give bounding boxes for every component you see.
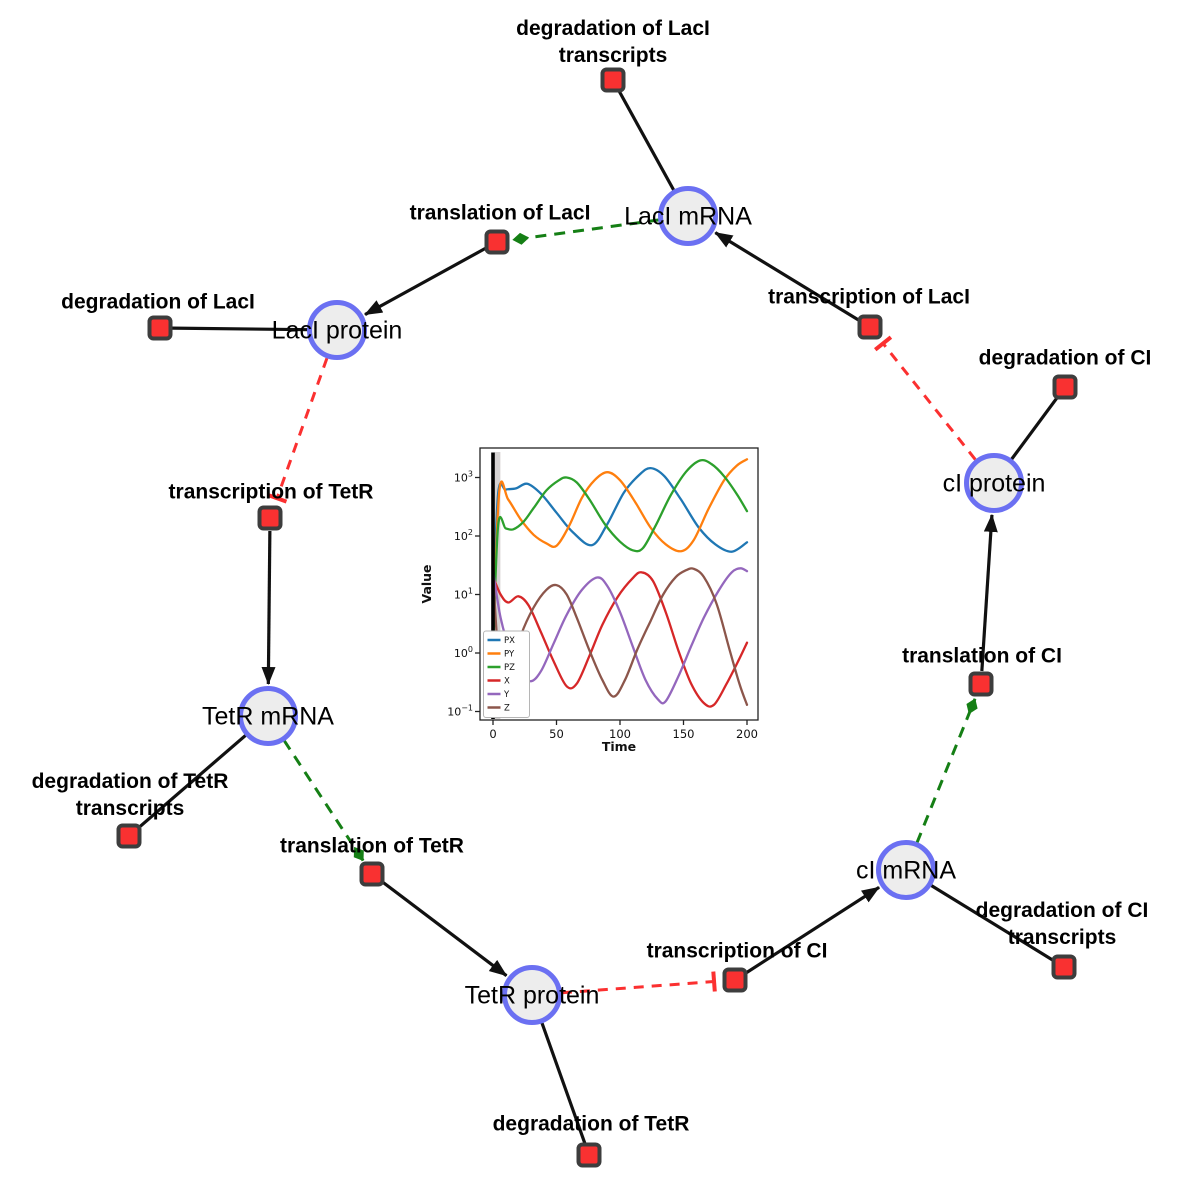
edge-deg-laci-transcripts--laci-mrna <box>617 89 676 193</box>
chart-frame <box>479 447 759 721</box>
reaction-label-line: degradation of TetR <box>492 1112 690 1136</box>
reaction-label-deg-laci-transcripts: degradation of LacI transcripts <box>516 15 710 69</box>
reaction-label-deg-tetr: degradation of TetR <box>493 1111 690 1138</box>
reaction-node-deg-laci-transcripts[interactable] <box>600 67 626 93</box>
edge-tetr-mrna--deg-tetr-transcripts <box>137 733 248 830</box>
reaction-label-deg-tetr-transcripts: degradation of TetR transcripts <box>32 768 229 822</box>
series-X <box>491 571 749 708</box>
reaction-label-line: translation of TetR <box>280 834 464 858</box>
edge-laci-protein--deg-laci <box>171 326 310 332</box>
reaction-node-deg-laci[interactable] <box>147 315 173 341</box>
species-node-ci-mrna[interactable] <box>876 840 936 900</box>
reaction-label-line: degradation of LacI <box>516 17 710 40</box>
series-PY <box>491 458 749 637</box>
y-tick-label-1e2: 102 <box>454 528 473 543</box>
y-tick-label-1e-1: 10−1 <box>447 704 473 719</box>
reaction-label-translation-ci: translation of CI <box>902 643 1062 670</box>
edge-ci-mrna--deg-ci-transcripts <box>929 883 1055 963</box>
edge-ci-mrna--translation-ci <box>915 698 978 844</box>
edge-translation-laci--laci-protein <box>364 246 487 316</box>
edge-translation-ci--ci-protein <box>980 513 998 672</box>
reaction-node-transcription-laci[interactable] <box>857 314 883 340</box>
edge-laci-mrna--translation-laci <box>512 218 660 245</box>
reaction-label-line: translation of LacI <box>409 201 591 225</box>
series-PX <box>491 466 749 619</box>
x-tick-label-0: 0 <box>489 727 496 741</box>
reaction-label-line: transcripts <box>558 44 668 67</box>
reaction-label-line: transcription of LacI <box>768 285 970 309</box>
reaction-label-line: translation of CI <box>902 644 1062 668</box>
species-label-ci-mrna: cI mRNA <box>856 856 956 885</box>
timecourse-plot: 0 50 100 150 20010−1100101102103TimeValuePXP… <box>419 447 759 754</box>
chart-axvline <box>491 452 495 719</box>
species-label-laci-mrna: LacI mRNA <box>624 202 752 231</box>
reaction-label-line: transcription of TetR <box>168 480 374 504</box>
reaction-label-line: degradation of CI <box>978 346 1152 370</box>
reaction-label-deg-ci-transcripts: degradation of CI transcripts <box>976 897 1149 951</box>
legend-entry-X: X <box>504 677 510 687</box>
reaction-label-line: degradation of CI <box>975 899 1149 922</box>
chart-x-axis-label: Time <box>602 739 636 754</box>
reaction-label-line: degradation of LacI <box>61 290 255 314</box>
species-node-ci-protein[interactable] <box>964 453 1024 513</box>
x-tick-label-150: 150 <box>673 727 695 741</box>
reaction-label-transcription-ci: transcription of CI <box>647 938 828 965</box>
reaction-node-deg-ci[interactable] <box>1052 374 1078 400</box>
x-tick-label-50: 50 <box>549 727 564 741</box>
species-label-laci-protein: LacI protein <box>271 316 403 345</box>
edge-laci-protein--transcription-tetr <box>266 357 329 504</box>
reaction-node-translation-ci[interactable] <box>968 671 994 697</box>
reaction-label-deg-laci: degradation of LacI <box>61 289 255 316</box>
reaction-node-translation-tetr[interactable] <box>359 861 385 887</box>
reaction-label-translation-laci: translation of LacI <box>410 200 591 227</box>
reaction-label-line: transcripts <box>75 797 185 820</box>
edge-ci-protein--deg-ci <box>1009 395 1060 462</box>
y-tick-label-1e1: 101 <box>454 587 473 602</box>
legend-entry-Y: Y <box>503 690 510 700</box>
species-node-laci-mrna[interactable] <box>658 186 718 246</box>
reaction-node-transcription-ci[interactable] <box>722 967 748 993</box>
reaction-label-translation-tetr: translation of TetR <box>280 833 464 860</box>
reaction-label-line: transcription of CI <box>646 939 828 963</box>
reaction-label-transcription-tetr: transcription of TetR <box>169 479 374 506</box>
reaction-node-transcription-tetr[interactable] <box>257 505 283 531</box>
species-label-tetr-mrna: TetR mRNA <box>202 702 334 731</box>
chart-legend: PX PY PZ XYZ <box>483 630 530 718</box>
series-PZ <box>491 458 749 655</box>
reaction-label-deg-ci: degradation of CI <box>979 345 1152 372</box>
edge-transcription-laci--laci-mrna <box>714 231 860 322</box>
species-node-tetr-protein[interactable] <box>502 965 562 1025</box>
legend-entry-Z: Z <box>504 704 510 714</box>
species-label-ci-protein: cI protein <box>942 469 1046 498</box>
chart-y-axis-label: Value <box>419 564 434 603</box>
edge-tetr-mrna--translation-tetr <box>282 739 365 862</box>
edges-layer <box>137 89 1060 1145</box>
reaction-node-deg-ci-transcripts[interactable] <box>1051 954 1077 980</box>
species-node-tetr-mrna[interactable] <box>238 686 298 746</box>
reaction-node-deg-tetr-transcripts[interactable] <box>116 823 142 849</box>
edge-ci-protein--transcription-laci <box>873 335 977 461</box>
reaction-label-line: degradation of TetR <box>31 770 229 793</box>
edge-tetr-protein--transcription-ci <box>561 971 717 995</box>
x-tick-label-200: 200 <box>736 727 758 741</box>
species-label-tetr-protein: TetR protein <box>464 981 600 1010</box>
edge-transcription-ci--ci-mrna <box>745 885 880 975</box>
reaction-node-translation-laci[interactable] <box>484 229 510 255</box>
edge-tetr-protein--deg-tetr <box>539 1020 587 1145</box>
edge-transcription-tetr--tetr-mrna <box>261 530 276 686</box>
y-tick-label-1e3: 103 <box>454 470 473 485</box>
legend-entry-PX: PX <box>504 636 515 646</box>
legend-entry-PY: PY <box>504 650 515 660</box>
y-tick-label-1e0: 100 <box>454 645 473 660</box>
x-tick-label-100: 100 <box>609 727 631 741</box>
legend-entry-PZ: PZ <box>504 663 515 673</box>
reaction-label-line: transcripts <box>1007 926 1117 949</box>
reaction-label-transcription-laci: transcription of LacI <box>768 284 970 311</box>
reaction-node-deg-tetr[interactable] <box>576 1142 602 1168</box>
edge-translation-tetr--tetr-protein <box>381 880 508 977</box>
species-node-laci-protein[interactable] <box>307 300 367 360</box>
